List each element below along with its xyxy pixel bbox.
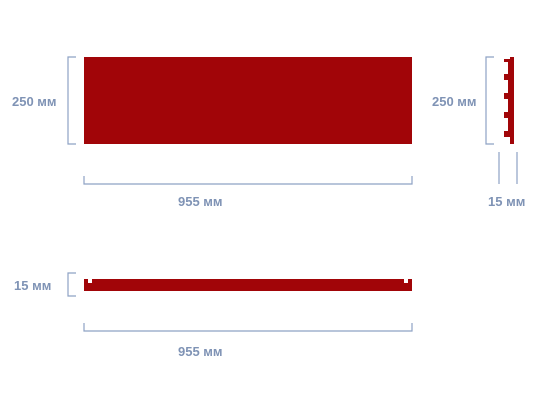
front-panel — [84, 57, 412, 144]
top-view — [67, 272, 413, 332]
front-view — [67, 56, 413, 185]
top-profile — [84, 279, 412, 291]
front-width-label: 955 мм — [178, 194, 223, 209]
top-thickness-bracket — [67, 272, 76, 297]
front-width-bracket — [83, 176, 413, 185]
side-height-label: 250 мм — [432, 94, 477, 109]
top-width-bracket — [83, 323, 413, 332]
top-width-label: 955 мм — [178, 344, 223, 359]
front-height-bracket — [67, 56, 76, 145]
top-thickness-label: 15 мм — [14, 278, 52, 293]
front-height-label: 250 мм — [12, 94, 57, 109]
side-thickness-label: 15 мм — [488, 194, 526, 209]
side-thickness-bracket — [498, 152, 518, 184]
side-profile — [504, 57, 514, 144]
side-view — [485, 56, 518, 184]
side-height-bracket — [485, 56, 494, 145]
